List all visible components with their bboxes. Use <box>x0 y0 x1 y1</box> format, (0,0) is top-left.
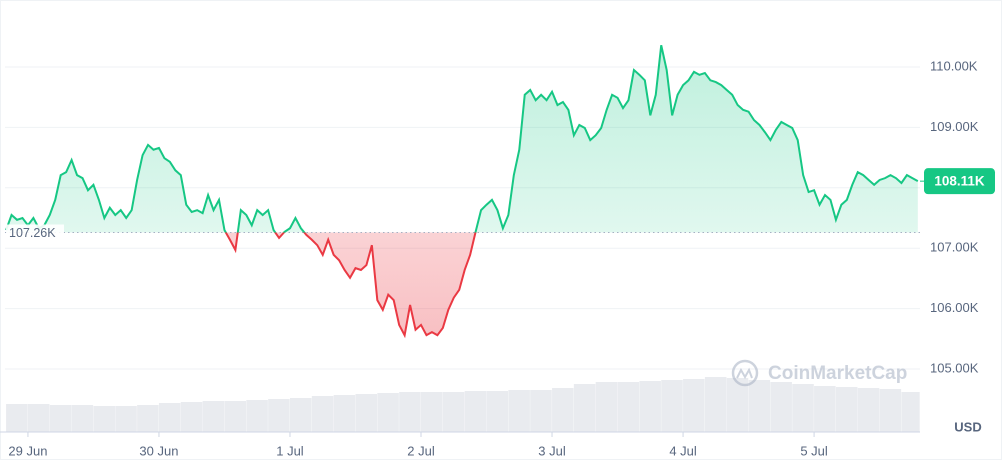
volume-bar <box>901 392 920 432</box>
volume-bar <box>552 388 574 432</box>
volume-bar <box>617 382 640 432</box>
volume-bar <box>289 398 312 432</box>
volume-bar <box>835 387 858 432</box>
volume-bar <box>333 395 356 432</box>
area-below <box>225 232 476 336</box>
x-tick-label: 30 Jun <box>139 443 178 458</box>
x-tick-label: 3 Jul <box>538 443 566 458</box>
current-price-label: 108.11K <box>934 174 985 189</box>
x-tick-label: 2 Jul <box>407 443 435 458</box>
volume-bar <box>399 392 421 432</box>
y-unit: USD <box>954 419 981 434</box>
volume-bar <box>661 380 683 432</box>
y-tick-label: 110.00K <box>930 58 978 73</box>
volume-bar <box>464 391 487 432</box>
volume-bar <box>115 406 137 432</box>
volume-bar <box>268 399 290 432</box>
x-tick-label: 29 Jun <box>8 443 47 458</box>
volume-bar <box>530 390 552 432</box>
area-above <box>6 45 918 233</box>
volume-bar <box>6 404 28 432</box>
volume-bar <box>704 377 727 432</box>
volume-bar <box>486 391 509 432</box>
volume-bar <box>595 382 618 432</box>
baseline-label-bg <box>6 224 64 241</box>
baseline-label: 107.26K <box>9 226 56 240</box>
volume-bar <box>246 400 268 432</box>
watermark-text: CoinMarketCap <box>768 363 907 384</box>
volume-bar <box>71 405 94 432</box>
price-line-down <box>224 232 477 339</box>
volume-bar <box>573 384 596 432</box>
volume-bar <box>202 401 225 432</box>
volume-bar <box>355 394 378 432</box>
volume-bar <box>49 405 72 432</box>
x-tick-label: 1 Jul <box>276 443 304 458</box>
volume-bar <box>158 403 181 432</box>
volume-bar <box>224 401 247 432</box>
volume-bar <box>639 381 661 432</box>
y-tick-label: 105.00K <box>930 360 979 375</box>
volume-bar <box>137 405 159 432</box>
y-tick-label: 106.00K <box>930 300 979 315</box>
volume-bar <box>377 393 399 432</box>
y-tick-label: 109.00K <box>930 119 979 134</box>
volume-bar <box>814 386 836 432</box>
volume-bar <box>879 389 902 432</box>
volume-bar <box>726 378 749 432</box>
price-line-up <box>5 45 919 233</box>
volume-bar <box>683 379 705 432</box>
volume-bar <box>421 392 443 432</box>
volume-bar <box>442 392 465 432</box>
volume-bar <box>748 380 771 432</box>
volume-bar <box>180 402 203 432</box>
x-tick-label: 5 Jul <box>800 443 828 458</box>
volume-bar <box>792 384 814 432</box>
volume-bar <box>27 404 50 432</box>
watermark: CoinMarketCap <box>731 359 907 387</box>
current-price-tag <box>924 168 995 195</box>
volume-bar <box>770 382 792 432</box>
volume-bar <box>508 390 530 432</box>
volume-bar <box>311 396 334 432</box>
volume-bar <box>93 406 115 432</box>
volume-bar <box>857 388 880 432</box>
x-tick-label: 4 Jul <box>669 443 697 458</box>
y-tick-label: 107.00K <box>930 240 979 255</box>
